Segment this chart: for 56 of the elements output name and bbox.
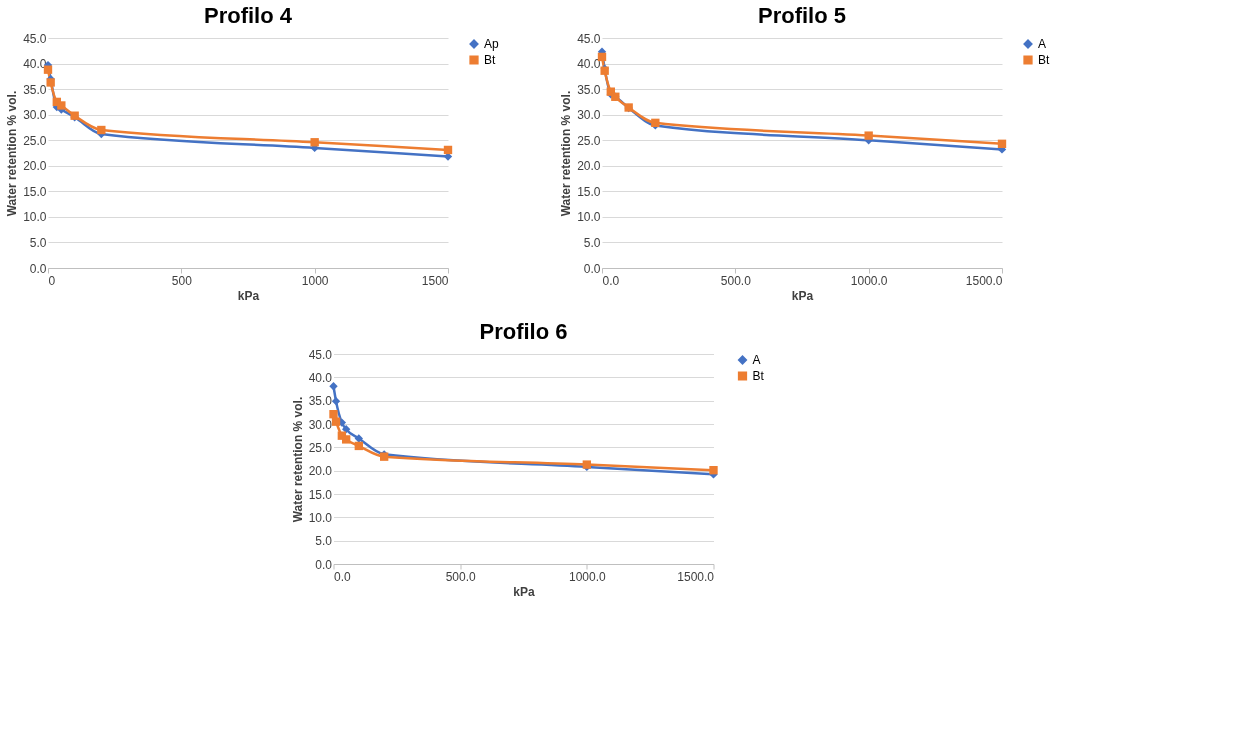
x-tick-label: 1500.0 bbox=[677, 569, 715, 584]
x-tick-label: 500.0 bbox=[720, 273, 752, 288]
legend-label: Bt bbox=[1038, 53, 1050, 67]
y-tick-label: 25.0 bbox=[308, 440, 333, 455]
y-tick-label: 0.0 bbox=[583, 261, 601, 276]
legend-label: A bbox=[752, 353, 761, 367]
y-tick-label: 15.0 bbox=[23, 184, 47, 199]
y-tick-label: 30.0 bbox=[23, 108, 47, 123]
x-axis-title: kPa bbox=[237, 288, 260, 303]
y-tick-label: 0.0 bbox=[29, 261, 47, 276]
y-tick-label: 5.0 bbox=[29, 235, 47, 250]
y-tick-label: 30.0 bbox=[577, 108, 601, 123]
y-tick-label: 40.0 bbox=[308, 370, 333, 385]
x-tick-label: 0 bbox=[48, 273, 56, 288]
x-axis-title: kPa bbox=[513, 584, 535, 599]
y-tick-label: 20.0 bbox=[308, 464, 333, 479]
y-tick-label: 40.0 bbox=[577, 57, 601, 72]
y-tick-label: 5.0 bbox=[315, 534, 333, 549]
y-tick-label: 10.0 bbox=[577, 210, 601, 225]
y-tick-label: 35.0 bbox=[308, 394, 333, 409]
chart-title: Profilo 4 bbox=[203, 3, 293, 28]
x-tick-label: 1000 bbox=[301, 273, 329, 288]
chart-title: Profilo 6 bbox=[479, 319, 568, 344]
legend-label: Bt bbox=[752, 369, 765, 383]
x-tick-label: 500 bbox=[171, 273, 193, 288]
legend-label: A bbox=[1038, 37, 1047, 51]
y-axis-title: Water retention % vol. bbox=[290, 396, 305, 523]
y-tick-label: 45.0 bbox=[577, 31, 601, 46]
x-tick-label: 500.0 bbox=[445, 569, 477, 584]
y-axis-title: Water retention % vol. bbox=[559, 90, 574, 217]
x-tick-label: 1500 bbox=[421, 273, 449, 288]
x-axis-title: kPa bbox=[791, 288, 814, 303]
y-tick-label: 15.0 bbox=[308, 487, 333, 502]
y-tick-label: 10.0 bbox=[23, 210, 47, 225]
legend-label: Ap bbox=[484, 37, 499, 51]
legend-label: Bt bbox=[484, 53, 496, 67]
y-tick-label: 20.0 bbox=[23, 159, 47, 174]
y-tick-label: 0.0 bbox=[315, 557, 333, 572]
chart-title: Profilo 5 bbox=[757, 3, 847, 28]
y-tick-label: 15.0 bbox=[577, 184, 601, 199]
y-tick-label: 5.0 bbox=[583, 235, 601, 250]
y-tick-label: 25.0 bbox=[577, 133, 601, 148]
y-tick-label: 35.0 bbox=[23, 82, 47, 97]
y-tick-label: 35.0 bbox=[577, 82, 601, 97]
y-tick-label: 10.0 bbox=[308, 510, 333, 525]
x-tick-label: 1500.0 bbox=[965, 273, 1003, 288]
y-axis-title: Water retention % vol. bbox=[5, 90, 20, 217]
x-tick-label: 0.0 bbox=[334, 569, 352, 584]
y-tick-label: 45.0 bbox=[23, 31, 47, 46]
y-tick-label: 30.0 bbox=[308, 417, 333, 432]
y-tick-label: 45.0 bbox=[308, 347, 333, 362]
x-tick-label: 0.0 bbox=[602, 273, 620, 288]
y-tick-label: 25.0 bbox=[23, 133, 47, 148]
x-tick-label: 1000.0 bbox=[850, 273, 888, 288]
y-tick-label: 20.0 bbox=[577, 159, 601, 174]
x-tick-label: 1000.0 bbox=[568, 569, 607, 584]
